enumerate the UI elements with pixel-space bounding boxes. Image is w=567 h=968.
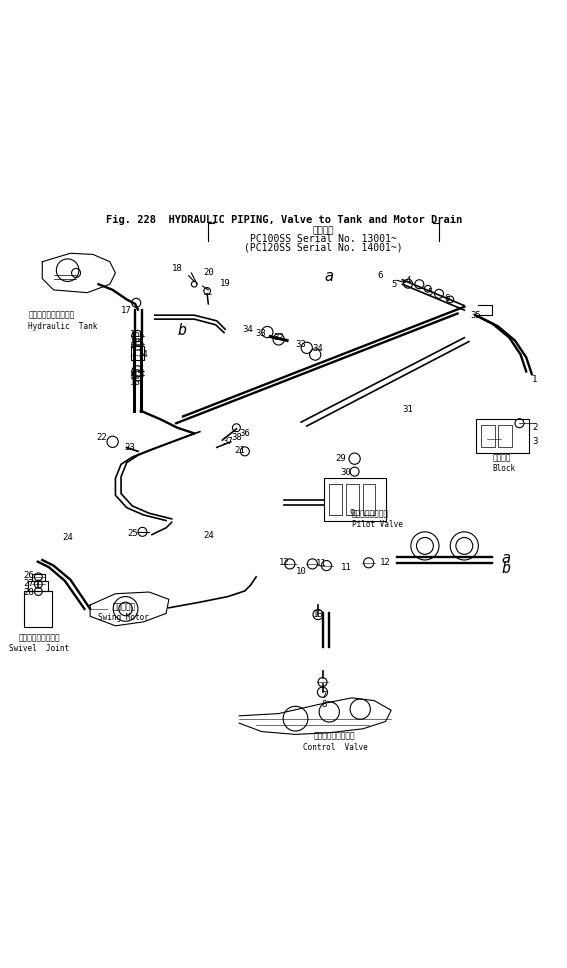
Text: 19: 19 xyxy=(220,279,231,287)
Text: 32: 32 xyxy=(273,333,284,343)
Text: ハイドロリックタンク
Hydraulic  Tank: ハイドロリックタンク Hydraulic Tank xyxy=(28,311,98,331)
Text: 10: 10 xyxy=(296,566,307,576)
Bar xyxy=(131,347,143,360)
Text: 35: 35 xyxy=(470,311,481,319)
Text: 21: 21 xyxy=(234,445,244,455)
Text: 37: 37 xyxy=(223,438,234,446)
Text: 12: 12 xyxy=(380,559,391,567)
Text: (PC120SS Serial No. 14001~): (PC120SS Serial No. 14001~) xyxy=(244,242,403,252)
Text: 17: 17 xyxy=(121,306,132,316)
Text: 29: 29 xyxy=(335,454,346,463)
Text: 20: 20 xyxy=(203,268,214,277)
Text: 14: 14 xyxy=(138,350,149,359)
Text: 26: 26 xyxy=(23,571,33,580)
Text: 6: 6 xyxy=(445,294,450,303)
Text: 15: 15 xyxy=(133,339,143,348)
Bar xyxy=(363,484,375,515)
Text: a: a xyxy=(502,551,511,565)
Bar xyxy=(329,484,342,515)
Text: 2: 2 xyxy=(532,423,538,433)
Text: ブロック
Block: ブロック Block xyxy=(493,453,515,473)
Text: 31: 31 xyxy=(403,405,413,413)
Text: 適用号機: 適用号機 xyxy=(313,227,335,235)
Text: 33: 33 xyxy=(296,340,307,348)
Text: 11: 11 xyxy=(315,560,326,568)
Bar xyxy=(476,419,529,453)
Text: 34: 34 xyxy=(312,345,323,353)
Text: 34: 34 xyxy=(242,324,253,334)
Text: Fig. 228  HYDRAULIC PIPING, Valve to Tank and Motor Drain: Fig. 228 HYDRAULIC PIPING, Valve to Tank… xyxy=(106,215,462,225)
Text: パイロットバルブ
Pilot Valve: パイロットバルブ Pilot Valve xyxy=(352,509,403,529)
Text: 16: 16 xyxy=(130,378,141,387)
Text: 23: 23 xyxy=(124,443,135,452)
Text: 5: 5 xyxy=(391,280,397,288)
Text: 25: 25 xyxy=(127,529,138,538)
Bar xyxy=(324,478,386,521)
Text: 5: 5 xyxy=(428,288,433,297)
Text: 24: 24 xyxy=(62,533,73,542)
Text: b: b xyxy=(177,323,187,338)
Text: スイベルジョイント
Swivel  Joint: スイベルジョイント Swivel Joint xyxy=(10,633,70,653)
Text: 38: 38 xyxy=(231,434,242,442)
Text: 27: 27 xyxy=(23,579,33,589)
Text: 6: 6 xyxy=(377,271,383,281)
Text: 13: 13 xyxy=(312,610,323,620)
Text: a: a xyxy=(325,269,334,285)
Text: 33: 33 xyxy=(255,329,266,338)
Text: 18: 18 xyxy=(172,264,183,273)
Bar xyxy=(32,574,45,581)
Text: 15: 15 xyxy=(133,370,143,378)
Text: 36: 36 xyxy=(239,429,250,438)
Text: b: b xyxy=(502,560,511,576)
Text: PC100SS Serial No. 13001~: PC100SS Serial No. 13001~ xyxy=(250,234,397,244)
Bar xyxy=(498,425,512,447)
Text: 3: 3 xyxy=(532,438,538,446)
Text: 9: 9 xyxy=(349,509,354,518)
Text: 1: 1 xyxy=(532,376,538,384)
Bar xyxy=(481,425,495,447)
Bar xyxy=(28,581,48,590)
Text: 28: 28 xyxy=(23,588,33,596)
Text: 16: 16 xyxy=(130,330,141,340)
Text: 11: 11 xyxy=(341,562,352,572)
Bar xyxy=(24,590,52,627)
Text: 8: 8 xyxy=(321,700,327,710)
Text: 22: 22 xyxy=(96,434,107,442)
Text: 24: 24 xyxy=(203,531,214,540)
Text: 旋回モータ
Swing Motor: 旋回モータ Swing Motor xyxy=(99,602,149,622)
Bar xyxy=(346,484,358,515)
Text: 12: 12 xyxy=(279,559,290,567)
Text: 7: 7 xyxy=(321,690,327,700)
Text: 30: 30 xyxy=(341,469,352,477)
Text: 4: 4 xyxy=(405,276,411,285)
Text: コントロールバルブ
Control  Valve: コントロールバルブ Control Valve xyxy=(303,732,367,752)
